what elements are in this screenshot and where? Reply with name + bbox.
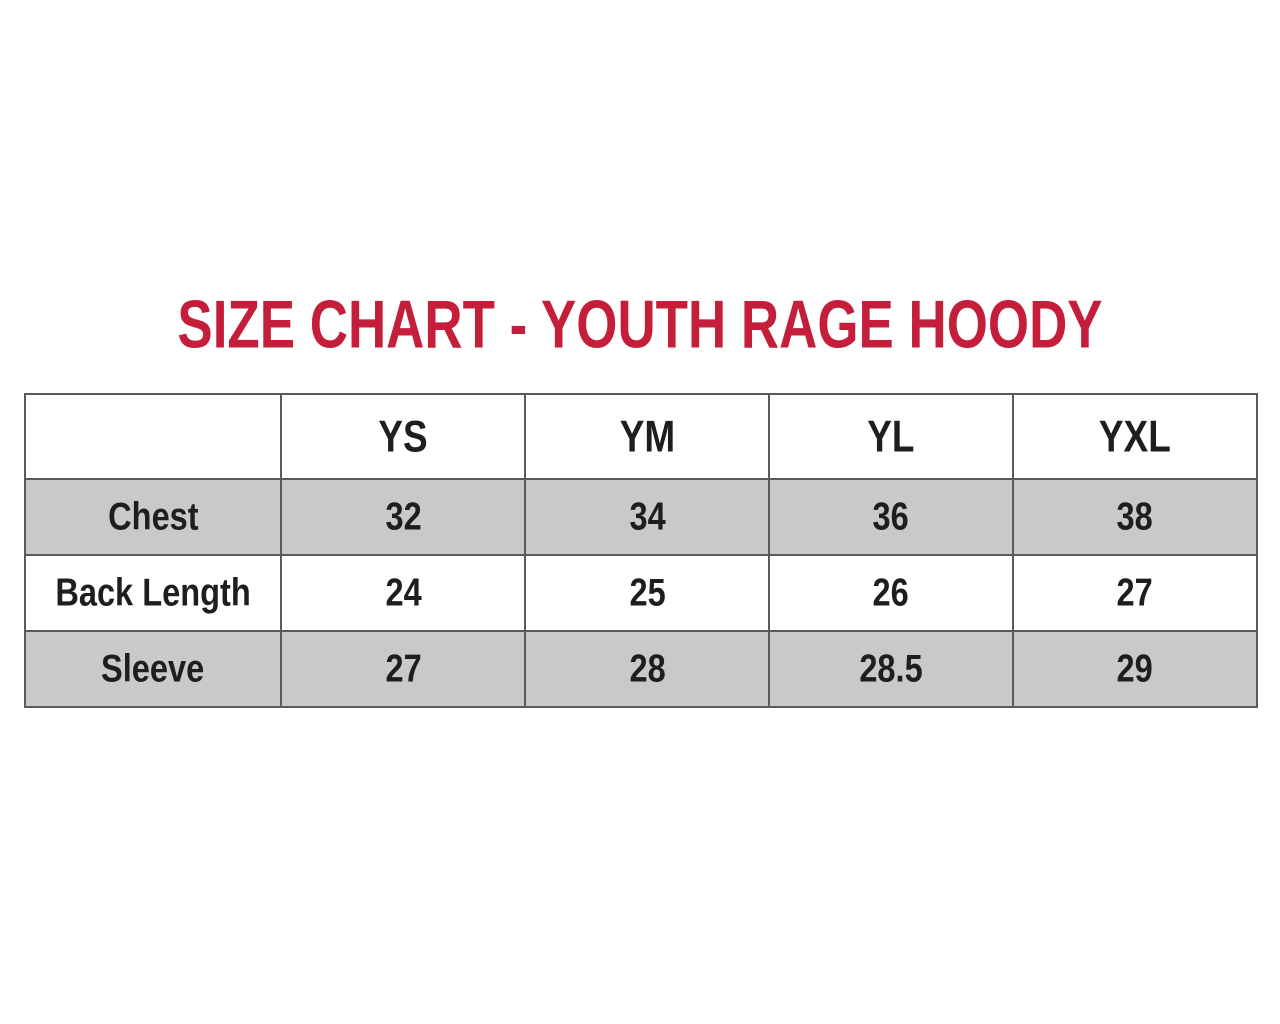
header-cell-ym: YM xyxy=(524,393,771,480)
cell-chest-yxl: 38 xyxy=(1012,478,1258,556)
table-header-row: YS YM YL YXL xyxy=(23,393,1258,480)
row-label-back-length: Back Length xyxy=(23,554,283,632)
cell-sleeve-ym: 28 xyxy=(524,630,771,708)
size-chart-table: YS YM YL YXL Chest 32 xyxy=(23,393,1258,708)
cell-back-length-ym: 25 xyxy=(524,554,771,632)
header-cell-ys: YS xyxy=(280,393,527,480)
cell-back-length-yxl: 27 xyxy=(1012,554,1258,632)
header-cell-blank xyxy=(23,393,283,480)
cell-sleeve-yxl: 29 xyxy=(1012,630,1258,708)
cell-sleeve-yl: 28.5 xyxy=(768,630,1015,708)
table-row-sleeve: Sleeve 27 28 28.5 29 xyxy=(23,630,1258,708)
cell-back-length-ys: 24 xyxy=(280,554,527,632)
header-cell-yxl: YXL xyxy=(1012,393,1258,480)
cell-sleeve-ys: 27 xyxy=(280,630,527,708)
row-label-sleeve: Sleeve xyxy=(23,630,283,708)
header-cell-yl: YL xyxy=(768,393,1015,480)
page-title: SIZE CHART - YOUTH RAGE HOODY xyxy=(177,287,1103,363)
cell-chest-ym: 34 xyxy=(524,478,771,556)
table-row-back-length: Back Length 24 25 26 27 xyxy=(23,554,1258,632)
table-row-chest: Chest 32 34 36 38 xyxy=(23,478,1258,556)
row-label-chest: Chest xyxy=(23,478,283,556)
cell-chest-yl: 36 xyxy=(768,478,1015,556)
cell-back-length-yl: 26 xyxy=(768,554,1015,632)
cell-chest-ys: 32 xyxy=(280,478,527,556)
